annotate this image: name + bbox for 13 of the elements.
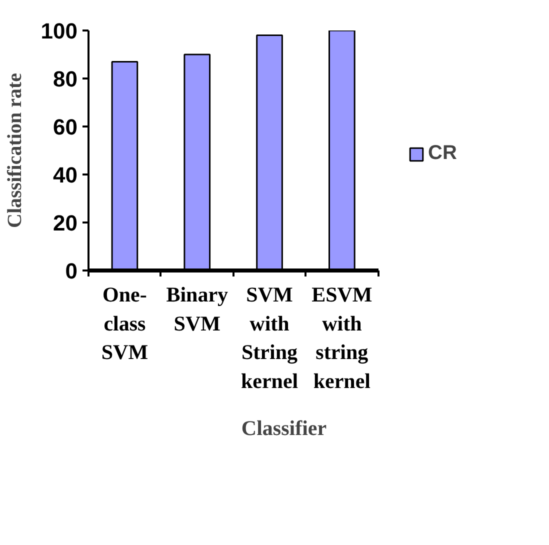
y-tick-label: 40 — [53, 162, 78, 188]
y-axis-title: Classification rate — [4, 72, 26, 228]
x-tick-label: One-class SVM — [101, 282, 148, 364]
x-tick-label: ESVM with string kernel — [312, 282, 372, 393]
x-axis-title: Classifier — [241, 416, 327, 440]
x-tick-label: Binary SVM — [166, 282, 229, 336]
y-tick-label: 60 — [53, 114, 78, 140]
y-tick-label: 0 — [65, 258, 78, 284]
y-tick-label: 100 — [40, 18, 78, 44]
legend-label: CR — [428, 142, 457, 165]
y-tick-label: 80 — [53, 66, 78, 92]
y-tick-label: 20 — [53, 210, 78, 236]
x-tick-label: SVM with String kernel — [240, 282, 298, 393]
